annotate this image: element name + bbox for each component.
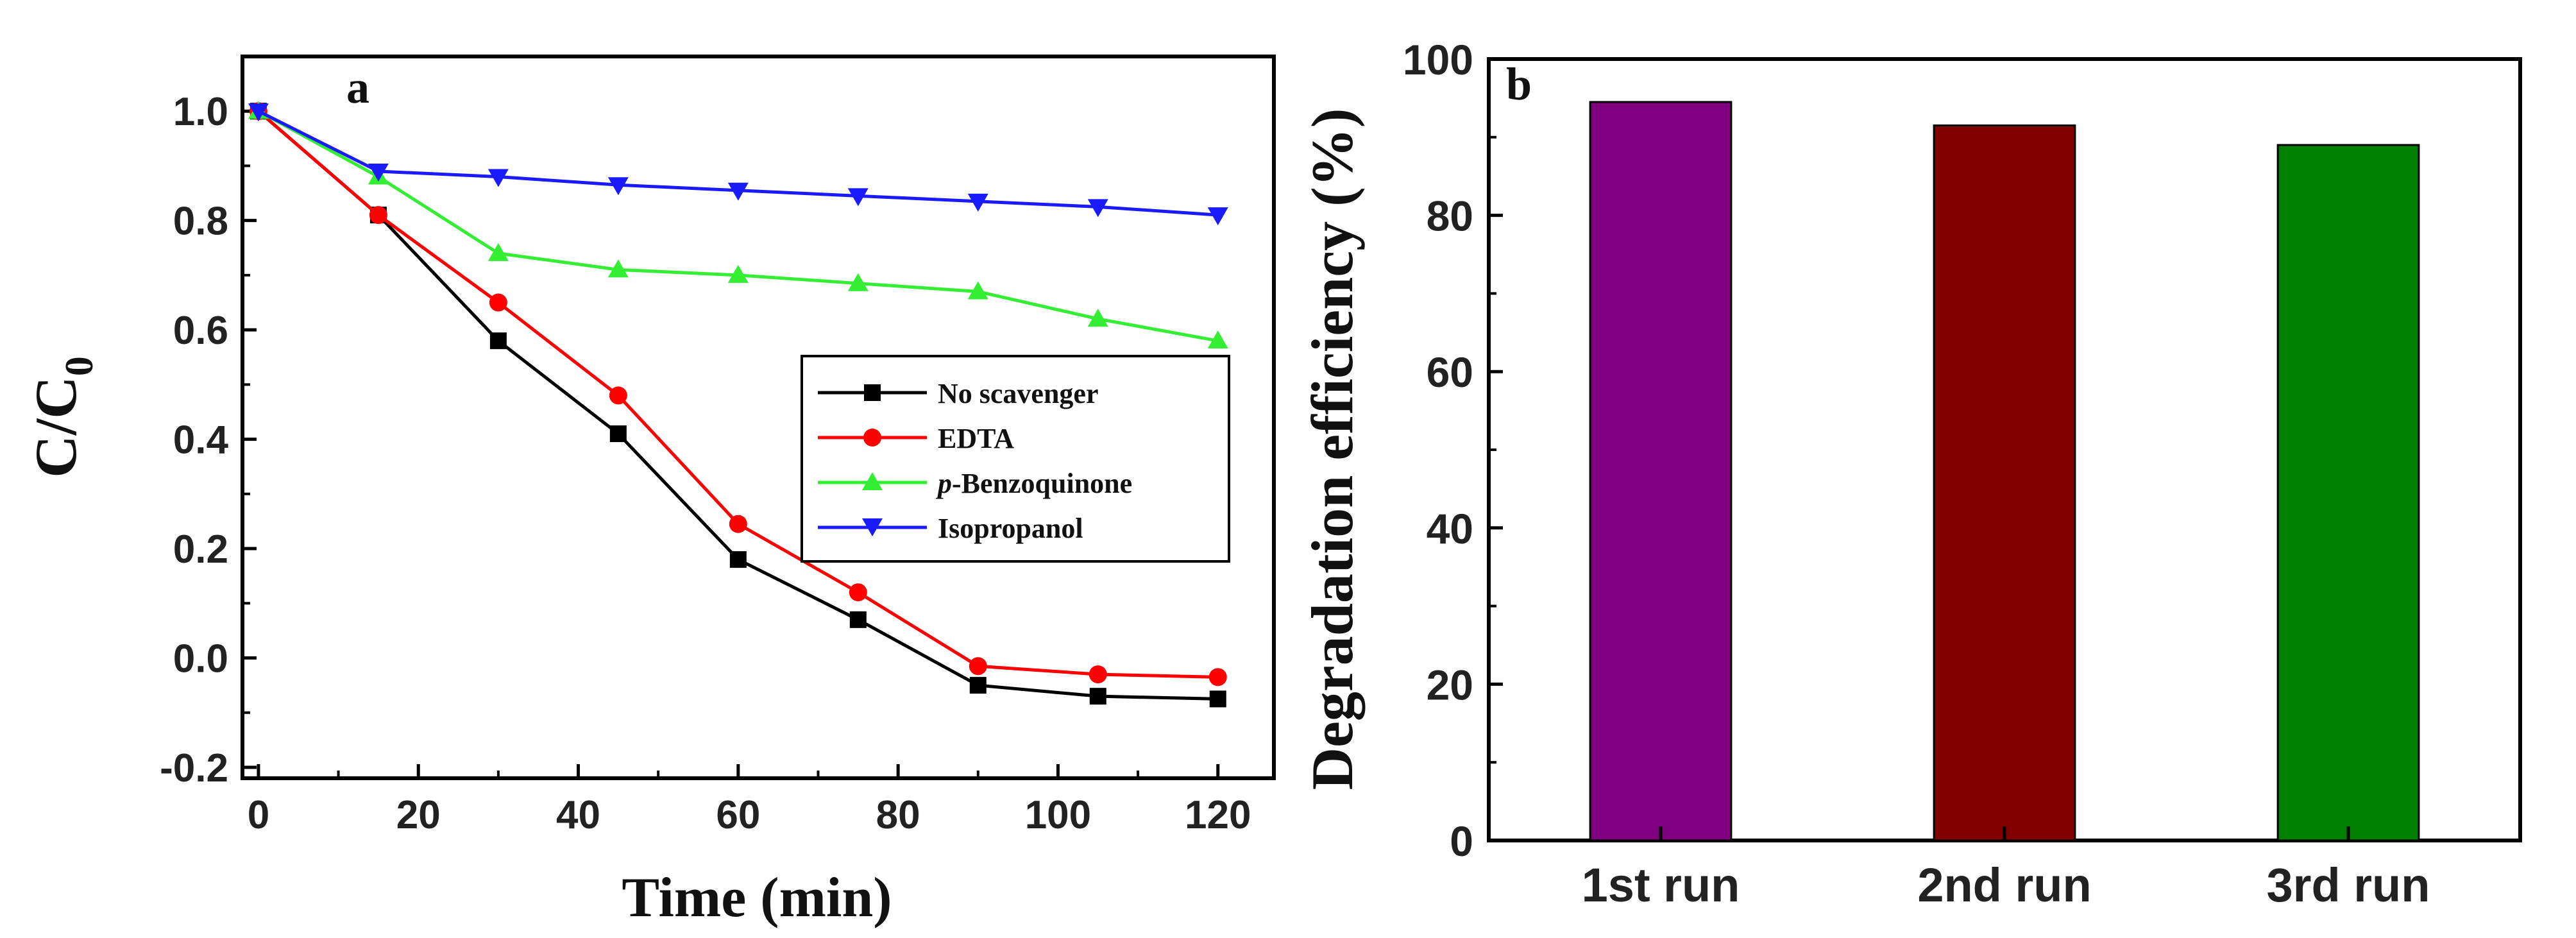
panel-a-y-tick-label: 1.0 xyxy=(173,90,228,134)
data-point-edta xyxy=(1208,668,1227,686)
data-point-isopropanol xyxy=(1207,207,1228,226)
panel-b-label: b xyxy=(1506,58,1532,110)
data-point-p-benzoquinone xyxy=(1207,330,1228,349)
data-point-isopropanol xyxy=(248,103,269,122)
legend-label-p-benzoquinone-rest: -Benzoquinone xyxy=(952,468,1132,499)
legend-label-p-benzoquinone-italic: p xyxy=(935,468,952,499)
data-point-no-scavenger xyxy=(729,551,747,568)
panel-b-x-tick-label: 3rd run xyxy=(2267,858,2430,912)
panel-a-y-tick-label: 0.0 xyxy=(173,637,228,681)
data-point-edta xyxy=(729,515,747,533)
panel-b-bar-chart: 0 20 40 60 80 100 1st run 2nd run 3rd run b Deg… xyxy=(1300,36,2522,912)
legend-marker-isopropanol xyxy=(862,518,883,536)
panel-b-x-tick-labels: 1st run 2nd run 3rd run xyxy=(1582,858,2430,912)
data-point-isopropanol xyxy=(727,182,749,201)
panel-a-x-tick-label: 60 xyxy=(716,793,760,837)
panel-a-y-axis-title-main: C/C xyxy=(23,376,89,477)
panel-a-y-tick-label: -0.2 xyxy=(160,746,228,790)
data-point-edta xyxy=(969,657,987,676)
data-point-no-scavenger xyxy=(1209,690,1226,708)
data-point-p-benzoquinone xyxy=(727,264,749,283)
panel-a-y-tick-label: 0.4 xyxy=(173,418,229,463)
data-point-p-benzoquinone xyxy=(967,281,988,300)
legend-item-no-scavenger: No scavenger xyxy=(818,378,1099,409)
panel-a-y-axis-title-subscript: 0 xyxy=(58,356,101,376)
panel-a-y-tick-labels: -0.2 0.0 0.2 0.4 0.6 0.8 1.0 xyxy=(160,90,228,790)
panel-a-label: a xyxy=(346,62,369,113)
data-point-isopropanol xyxy=(967,193,988,212)
legend-item-isopropanol: Isopropanol xyxy=(818,513,1083,544)
legend-marker-p-benzoquinone xyxy=(862,472,883,490)
panel-a-x-tick-label: 120 xyxy=(1185,793,1251,837)
legend-label-isopropanol: Isopropanol xyxy=(938,513,1083,544)
panel-b-y-tick-label: 40 xyxy=(1427,505,1473,552)
panel-b-x-tick-label: 1st run xyxy=(1582,858,1740,912)
panel-a-y-tick-label: 0.6 xyxy=(173,309,228,353)
data-point-isopropanol xyxy=(368,163,389,182)
bar-3rd-run xyxy=(2276,144,2420,842)
panel-a-x-tick-label: 20 xyxy=(396,793,441,837)
panel-a-x-tick-label: 80 xyxy=(876,793,920,837)
panel-a-x-axis-title: Time (min) xyxy=(622,867,892,929)
data-point-no-scavenger xyxy=(849,611,867,628)
data-point-p-benzoquinone xyxy=(487,243,509,261)
legend-item-p-benzoquinone: p-Benzoquinone xyxy=(818,468,1132,499)
panel-b-y-tick-label: 60 xyxy=(1427,348,1473,396)
data-point-isopropanol xyxy=(487,169,509,187)
series-edta xyxy=(249,102,1227,686)
panel-a-x-tick-label: 0 xyxy=(248,793,269,837)
panel-b-y-tick-label: 20 xyxy=(1427,661,1473,708)
panel-a-plot-frame xyxy=(241,55,1276,780)
data-point-p-benzoquinone xyxy=(847,273,869,291)
panel-a-series xyxy=(248,101,1228,708)
data-point-edta xyxy=(1089,665,1107,684)
panel-a-x-tick-label: 40 xyxy=(556,793,600,837)
data-point-edta xyxy=(849,583,867,602)
legend-label-no-scavenger: No scavenger xyxy=(938,378,1099,409)
series-isopropanol xyxy=(248,103,1228,226)
legend-marker-edta xyxy=(863,429,881,447)
legend-label-p-benzoquinone: p-Benzoquinone xyxy=(935,468,1132,499)
panel-a-y-axis-title: C/C0 xyxy=(23,356,101,477)
bar-1st-run xyxy=(1589,101,1733,842)
panel-a-y-tick-label: 0.8 xyxy=(173,200,228,244)
panel-b-y-tick-label: 0 xyxy=(1450,817,1473,865)
data-point-p-benzoquinone xyxy=(607,259,629,278)
panel-b-ticks xyxy=(1489,57,2350,842)
data-point-isopropanol xyxy=(847,188,869,207)
legend-marker-no-scavenger xyxy=(864,384,881,401)
data-point-no-scavenger xyxy=(609,425,627,443)
legend-label-edta: EDTA xyxy=(938,423,1014,454)
legend: No scavenger EDTA p-Benzoquinone Isoprop… xyxy=(801,355,1230,563)
data-point-isopropanol xyxy=(1087,199,1108,217)
panel-a-ticks xyxy=(242,109,1220,778)
panel-a-line-chart: -0.2 0.0 0.2 0.4 0.6 0.8 1.0 0 20 40 60 80 100 120 a… xyxy=(23,55,1276,929)
data-point-edta xyxy=(489,293,507,312)
data-point-no-scavenger xyxy=(969,677,987,694)
data-point-edta xyxy=(369,206,387,225)
legend-item-edta: EDTA xyxy=(818,423,1014,454)
panel-b-bars xyxy=(1589,101,2420,842)
series-p-benzoquinone xyxy=(248,101,1228,349)
panel-a-y-tick-label: 0.2 xyxy=(173,527,228,572)
panel-b-y-tick-label: 100 xyxy=(1403,36,1473,83)
panel-a-x-tick-labels: 0 20 40 60 80 100 120 xyxy=(248,793,1251,837)
panel-b-x-tick-label: 2nd run xyxy=(1917,858,2091,912)
panel-a-x-tick-label: 100 xyxy=(1025,793,1091,837)
panel-b-y-tick-label: 80 xyxy=(1427,192,1473,240)
data-point-no-scavenger xyxy=(1089,688,1106,705)
data-point-isopropanol xyxy=(607,177,629,196)
data-point-p-benzoquinone xyxy=(1087,309,1108,327)
data-point-edta xyxy=(609,386,627,405)
panel-b-y-axis-title: Degradation efficiency (%) xyxy=(1300,108,1365,790)
panel-b-y-tick-labels: 0 20 40 60 80 100 xyxy=(1403,36,1473,865)
series-line-p-benzoquinone xyxy=(257,110,1219,343)
bar-2nd-run xyxy=(1933,124,2076,842)
data-point-no-scavenger xyxy=(489,332,507,350)
